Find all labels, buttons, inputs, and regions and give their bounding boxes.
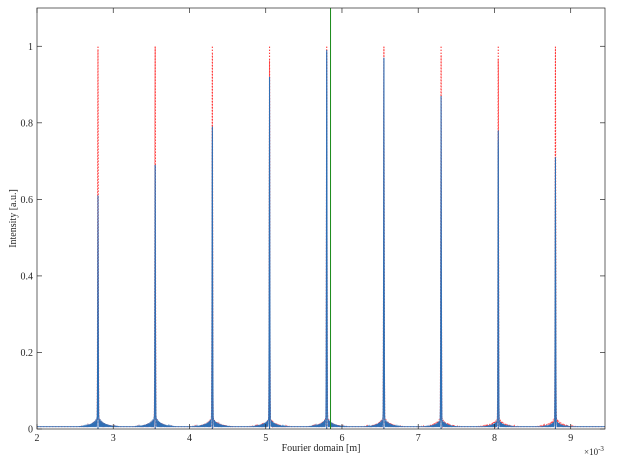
x-tick-label: 8 xyxy=(492,433,497,444)
y-tick-label: 0.8 xyxy=(21,118,34,129)
x-tick-label: 9 xyxy=(568,433,573,444)
plot-area xyxy=(37,8,605,429)
y-tick-label: 0.2 xyxy=(21,348,34,359)
x-tick-label: 7 xyxy=(416,433,421,444)
axes-box xyxy=(36,7,606,430)
y-axis-label: Intensity [a.u.] xyxy=(8,189,19,248)
series-layer xyxy=(37,8,605,429)
y-tick-label: 0.6 xyxy=(21,195,34,206)
x-tick-label: 3 xyxy=(111,433,116,444)
x-axis-label: Fourier domain [m] xyxy=(282,443,361,454)
x-tick-label: 2 xyxy=(35,433,40,444)
x-tick-label: 6 xyxy=(339,433,344,444)
x-tick-label: 5 xyxy=(263,433,268,444)
y-tick-label: 1 xyxy=(28,42,33,53)
y-tick-label: 0 xyxy=(28,425,33,436)
series-solid-blue xyxy=(37,52,605,428)
x-exponent-label: ×10-3 xyxy=(584,445,604,457)
y-tick-label: 0.4 xyxy=(21,271,34,282)
ticks-layer: 2 3 4 5 6 7 8 9 0 0.2 0.4 0.6 0.8 1 xyxy=(21,8,605,444)
x-tick-label: 4 xyxy=(187,433,192,444)
